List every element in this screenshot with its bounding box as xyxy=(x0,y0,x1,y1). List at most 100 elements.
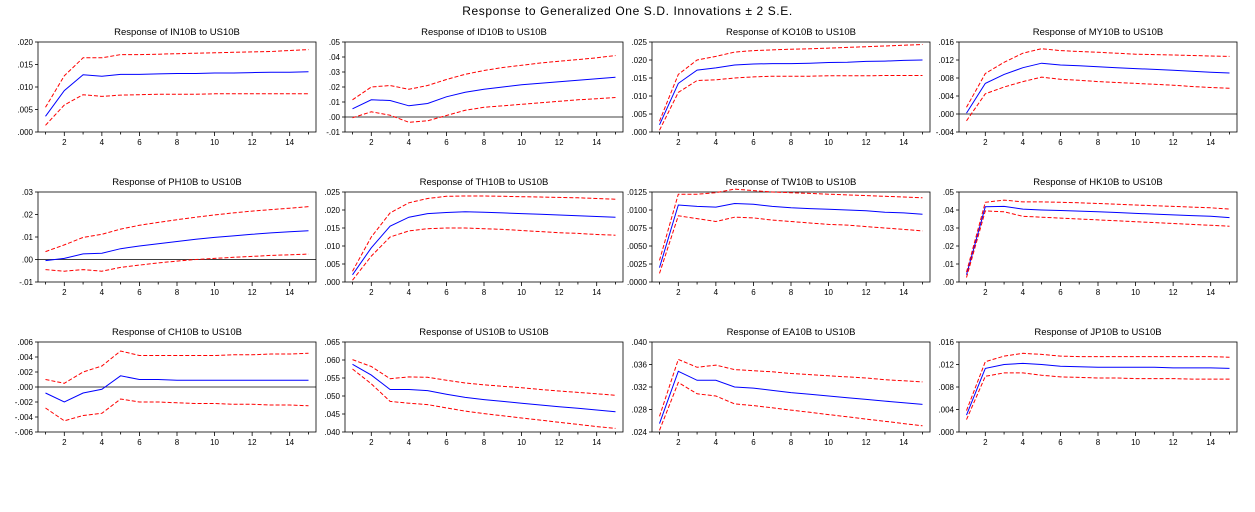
x-tick-label: 12 xyxy=(1169,138,1178,147)
x-tick-label: 12 xyxy=(1169,438,1178,447)
upper-band-line xyxy=(659,44,923,122)
x-tick-label: 8 xyxy=(789,138,794,147)
panel-title: Response of US10B to US10B xyxy=(419,327,548,338)
panel-title: Response of CH10B to US10B xyxy=(112,327,242,338)
y-tick-label: .015 xyxy=(17,61,33,70)
upper-band-line xyxy=(45,350,309,384)
upper-band-line xyxy=(352,359,616,396)
x-tick-label: 10 xyxy=(517,138,526,147)
y-tick-label: .000 xyxy=(324,278,340,287)
response-line xyxy=(45,230,309,262)
response-line xyxy=(966,362,1230,416)
plot-frame xyxy=(651,341,931,433)
panel-title: Response of HK10B to US10B xyxy=(1033,177,1162,188)
x-tick-label: 4 xyxy=(407,138,412,147)
plot-frame xyxy=(651,41,931,133)
x-tick-label: 10 xyxy=(824,288,833,297)
x-tick-label: 2 xyxy=(983,438,988,447)
x-tick-label: 14 xyxy=(1206,288,1215,297)
x-tick-label: 10 xyxy=(1131,438,1140,447)
lower-band-line xyxy=(659,215,923,274)
lower-band-line xyxy=(659,75,923,131)
y-tick-label: .016 xyxy=(938,338,954,347)
y-tick-label: .04 xyxy=(329,53,341,62)
lower-band-line xyxy=(966,76,1230,122)
x-tick-label: 6 xyxy=(1058,438,1063,447)
upper-band-line xyxy=(966,48,1230,108)
x-tick-label: 6 xyxy=(444,438,449,447)
panel-title: Response of ID10B to US10B xyxy=(421,27,547,38)
upper-band-line xyxy=(659,358,923,417)
panel-title: Response of TW10B to US10B xyxy=(726,177,857,188)
x-tick-label: 10 xyxy=(517,438,526,447)
x-tick-label: 4 xyxy=(1021,288,1026,297)
y-tick-label: .000 xyxy=(938,428,954,437)
plot-frame xyxy=(37,41,317,133)
x-tick-label: 4 xyxy=(100,438,105,447)
y-tick-label: -.01 xyxy=(19,278,33,287)
response-line xyxy=(45,375,309,403)
y-tick-label: .000 xyxy=(17,383,33,392)
y-tick-label: .0050 xyxy=(627,242,648,251)
x-tick-label: 4 xyxy=(1021,138,1026,147)
y-tick-label: .03 xyxy=(943,224,955,233)
panel-title: Response of TH10B to US10B xyxy=(420,177,549,188)
y-tick-label: .028 xyxy=(631,406,647,415)
lower-band-line xyxy=(659,381,923,431)
irf-panel: Response of ID10B to US10B -.01 .00 .01 .02.… xyxy=(326,27,624,147)
x-tick-label: 8 xyxy=(1096,438,1101,447)
lower-band-line xyxy=(45,398,309,422)
plot-frame xyxy=(37,191,317,283)
x-tick-label: 8 xyxy=(789,438,794,447)
x-tick-label: 6 xyxy=(137,438,142,447)
y-tick-label: .040 xyxy=(631,338,647,347)
x-tick-label: 2 xyxy=(676,288,681,297)
y-tick-label: .01 xyxy=(329,98,341,107)
plot-frame xyxy=(958,341,1238,433)
x-tick-label: 14 xyxy=(285,138,294,147)
y-tick-label: .04 xyxy=(943,206,955,215)
x-tick-label: 14 xyxy=(592,438,601,447)
y-tick-label: .004 xyxy=(938,92,954,101)
lower-band-line xyxy=(966,372,1230,420)
y-tick-label: .060 xyxy=(324,356,340,365)
y-tick-label: .000 xyxy=(938,110,954,119)
y-tick-label: .03 xyxy=(22,188,34,197)
y-tick-label: .020 xyxy=(324,206,340,215)
y-tick-label: .000 xyxy=(17,128,33,137)
y-tick-label: .000 xyxy=(631,128,647,137)
x-tick-label: 6 xyxy=(751,288,756,297)
x-tick-label: 12 xyxy=(555,438,564,447)
y-tick-label: .010 xyxy=(631,92,647,101)
response-line xyxy=(45,71,309,117)
response-line xyxy=(966,62,1230,114)
y-tick-label: .020 xyxy=(17,38,33,47)
y-tick-label: .032 xyxy=(631,383,647,392)
x-tick-label: 4 xyxy=(1021,438,1026,447)
y-tick-label: .012 xyxy=(938,56,954,65)
y-tick-label: .040 xyxy=(324,428,340,437)
y-tick-label: .005 xyxy=(17,106,33,115)
x-tick-label: 4 xyxy=(714,288,719,297)
x-tick-label: 2 xyxy=(676,438,681,447)
y-tick-label: -.004 xyxy=(15,413,34,422)
plot-frame xyxy=(344,191,624,283)
y-tick-label: .015 xyxy=(631,74,647,83)
y-tick-label: .025 xyxy=(631,38,647,47)
y-tick-label: .00 xyxy=(329,113,341,122)
response-line xyxy=(352,211,616,276)
y-tick-label: .045 xyxy=(324,410,340,419)
irf-panel: Response of IN10B to US10B .000 .005 .010 .0… xyxy=(17,27,317,147)
y-tick-label: .055 xyxy=(324,374,340,383)
figure-title: Response to Generalized One S.D. Innovat… xyxy=(462,4,793,18)
y-tick-label: -.002 xyxy=(15,398,34,407)
x-tick-label: 10 xyxy=(210,138,219,147)
upper-band-line xyxy=(45,49,309,108)
panel-title: Response of PH10B to US10B xyxy=(112,177,241,188)
irf-panel: Response of HK10B to US10B .00 .01 .02 .03 .0… xyxy=(943,177,1238,297)
y-tick-label: .020 xyxy=(631,56,647,65)
x-tick-label: 6 xyxy=(444,138,449,147)
x-tick-label: 14 xyxy=(592,138,601,147)
y-tick-label: .012 xyxy=(938,361,954,370)
y-tick-label: .010 xyxy=(17,83,33,92)
